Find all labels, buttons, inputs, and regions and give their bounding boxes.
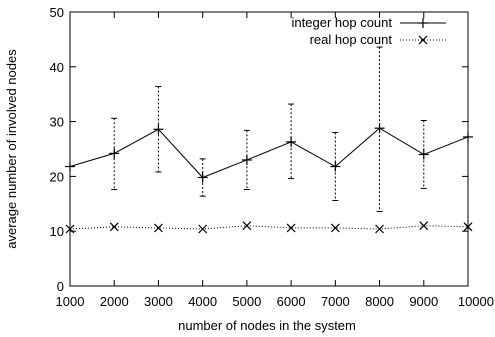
data-point (153, 124, 164, 135)
y-tick-label: 50 (50, 5, 64, 20)
error-bar (111, 117, 118, 191)
series-layer (65, 46, 473, 234)
legend: integer hop count real hop count (292, 15, 446, 47)
legend-label: real hop count (310, 32, 393, 47)
legend-item: integer hop count (292, 15, 446, 30)
data-point (330, 223, 340, 233)
x-tick-label: 8000 (365, 294, 394, 309)
data-point (241, 154, 252, 165)
data-point (65, 224, 75, 234)
data-point (109, 148, 120, 159)
data-point (463, 131, 473, 142)
y-tick-label: 10 (50, 224, 64, 239)
series-real-hop-count (65, 221, 473, 234)
data-point (418, 149, 429, 160)
data-point (330, 161, 341, 172)
data-point (419, 221, 429, 231)
x-tick-label: 1000 (56, 294, 85, 309)
series-integer-hop-count (65, 46, 473, 212)
error-bar (155, 86, 162, 173)
y-tick-label: 0 (57, 279, 64, 294)
x-axis: 1000 2000 3000 4000 5000 6000 7000 8000 9000 1000… (56, 12, 494, 309)
x-tick-label: 10000 (458, 294, 494, 309)
error-bar (376, 46, 383, 212)
data-point (65, 161, 75, 172)
plot-frame (69, 11, 469, 287)
series-line (69, 127, 469, 179)
x-tick-label: 3000 (144, 294, 173, 309)
series-line (69, 225, 469, 230)
y-tick-label: 30 (50, 115, 64, 130)
x-tick-label: 9000 (409, 294, 438, 309)
x-tick-label: 6000 (277, 294, 306, 309)
y-tick-label: 40 (50, 60, 64, 75)
data-point (197, 172, 208, 183)
error-bar (199, 158, 206, 197)
data-point (463, 222, 473, 232)
data-point (286, 136, 297, 147)
data-point (198, 224, 208, 234)
data-point (242, 221, 252, 231)
data-point (374, 123, 385, 134)
x-axis-title: number of nodes in the system (178, 318, 356, 333)
legend-label: integer hop count (292, 15, 393, 30)
y-axis-title: average number of involved nodes (4, 49, 19, 249)
x-tick-label: 7000 (321, 294, 350, 309)
legend-item: real hop count (310, 32, 446, 47)
y-axis: 0 10 20 30 40 50 (50, 5, 468, 294)
x-tick-label: 4000 (188, 294, 217, 309)
plot-border (69, 11, 469, 287)
data-point (154, 223, 163, 233)
data-point (375, 224, 384, 234)
legend-marker (418, 18, 428, 28)
y-tick-label: 20 (50, 169, 64, 184)
data-point (109, 222, 119, 232)
legend-marker (418, 35, 428, 45)
x-tick-label: 2000 (100, 294, 129, 309)
x-tick-label: 5000 (232, 294, 261, 309)
data-point (286, 223, 296, 233)
